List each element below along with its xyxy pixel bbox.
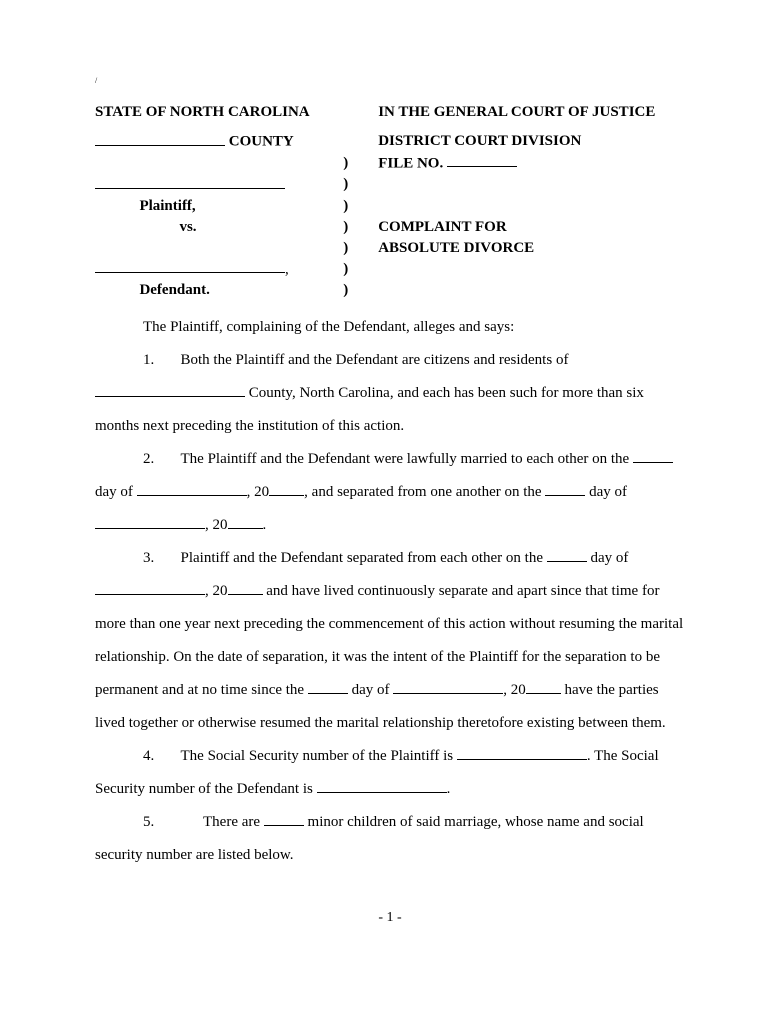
p3-text-c: , 20 (205, 583, 228, 599)
caption-blank-row: ) (95, 153, 378, 175)
p3-text-d: and have lived continuously separate and… (95, 583, 683, 698)
p2-text-a: The Plaintiff and the Defendant were law… (181, 451, 633, 467)
body-text: The Plaintiff, complaining of the Defend… (95, 311, 685, 872)
p4-ssn-plaintiff[interactable] (457, 746, 587, 761)
p1-num: 1. (143, 352, 154, 368)
defendant-name-blank[interactable] (95, 259, 285, 274)
p3-month-blank-2[interactable] (393, 680, 503, 695)
p2-text-e: day of (585, 484, 627, 500)
p3-day-blank-1[interactable] (547, 548, 587, 563)
para-3: 3. Plaintiff and the Defendant separated… (95, 542, 685, 740)
defendant-comma: , (285, 261, 289, 277)
p2-text-d: , and separated from one another on the (304, 484, 545, 500)
p3-year-blank-2[interactable] (526, 680, 561, 695)
p2-day-blank-2[interactable] (545, 482, 585, 497)
p4-text-c: . (447, 781, 451, 797)
state-label: STATE OF NORTH CAROLINA (95, 102, 378, 123)
p2-text-g: . (263, 517, 267, 533)
court-label: IN THE GENERAL COURT OF JUSTICE (378, 102, 685, 123)
p3-text-e: day of (348, 682, 393, 698)
p2-month-blank-2[interactable] (95, 515, 205, 530)
p2-year-blank-1[interactable] (269, 482, 304, 497)
division-label: DISTRICT COURT DIVISION (378, 131, 685, 153)
top-mark: / (95, 75, 685, 87)
defendant-name-line: , ) (95, 259, 378, 281)
p2-text-f: , 20 (205, 517, 228, 533)
p1-text-a: Both the Plaintiff and the Defendant are… (181, 352, 569, 368)
plaintiff-name-line: ) (95, 174, 378, 196)
p5-text-a: There are (203, 814, 264, 830)
defendant-label-line: Defendant. ) (95, 280, 378, 301)
county-suffix: COUNTY (225, 134, 294, 150)
para-5: 5. There are minor children of said marr… (95, 806, 685, 872)
p3-day-blank-2[interactable] (308, 680, 348, 695)
caption-header: STATE OF NORTH CAROLINA IN THE GENERAL C… (95, 102, 685, 301)
p3-month-blank-1[interactable] (95, 581, 205, 596)
p2-day-blank-1[interactable] (633, 449, 673, 464)
p5-text-b: minor children of said marriage, whose n… (95, 814, 644, 863)
para-2: 2. The Plaintiff and the Defendant were … (95, 443, 685, 542)
p3-text-f: , 20 (503, 682, 526, 698)
intro-para: The Plaintiff, complaining of the Defend… (95, 311, 685, 344)
page-number: - 1 - (95, 907, 685, 928)
p5-num: 5. (143, 814, 154, 830)
plaintiff-label-line: Plaintiff, ) (95, 196, 378, 217)
p2-month-blank-1[interactable] (137, 482, 247, 497)
p3-year-blank-1[interactable] (228, 581, 263, 596)
p3-text-a: Plaintiff and the Defendant separated fr… (181, 550, 547, 566)
p5-children-blank[interactable] (264, 812, 304, 827)
p2-text-b: day of (95, 484, 137, 500)
fileno-blank[interactable] (447, 153, 517, 168)
p2-num: 2. (143, 451, 154, 467)
fileno-line: FILE NO. (378, 153, 685, 175)
p3-num: 3. (143, 550, 154, 566)
p2-year-blank-2[interactable] (228, 515, 263, 530)
complaint-line2: ABSOLUTE DIVORCE (378, 238, 685, 259)
fileno-label: FILE NO. (378, 155, 447, 171)
p1-county-blank[interactable] (95, 383, 245, 398)
county-blank[interactable] (95, 131, 225, 146)
plaintiff-name-blank[interactable] (95, 174, 285, 189)
county-line: COUNTY (95, 131, 378, 153)
p4-num: 4. (143, 748, 154, 764)
p4-ssn-defendant[interactable] (317, 779, 447, 794)
p3-text-b: day of (587, 550, 629, 566)
para-4: 4. The Social Security number of the Pla… (95, 740, 685, 806)
p2-text-c: , 20 (247, 484, 270, 500)
complaint-line1: COMPLAINT FOR (378, 217, 685, 238)
p4-text-a: The Social Security number of the Plaint… (181, 748, 457, 764)
para-1: 1. Both the Plaintiff and the Defendant … (95, 344, 685, 443)
vs-label: vs. (179, 217, 339, 238)
defendant-label: Defendant. (139, 280, 339, 301)
document-page: / STATE OF NORTH CAROLINA IN THE GENERAL… (0, 0, 770, 968)
plaintiff-label: Plaintiff, (139, 196, 339, 217)
